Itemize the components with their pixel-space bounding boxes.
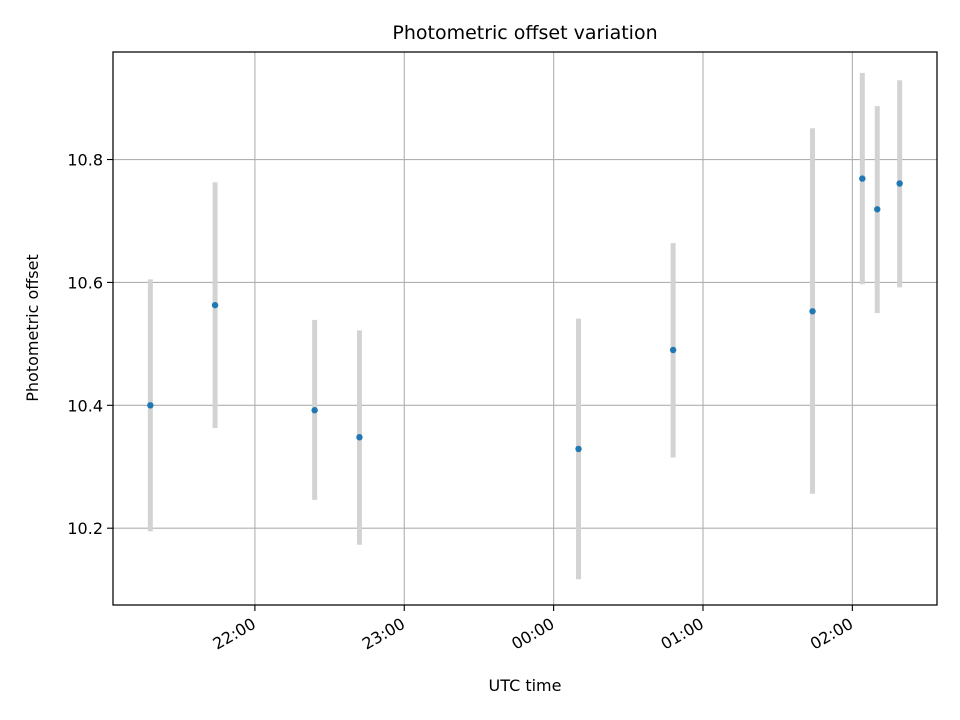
y-tick-label: 10.4 (67, 396, 103, 415)
y-tick-label: 10.8 (67, 151, 103, 170)
chart-title: Photometric offset variation (392, 22, 657, 44)
data-point (311, 407, 318, 414)
y-axis-label: Photometric offset (23, 254, 42, 402)
x-axis-label: UTC time (489, 676, 562, 695)
data-point (575, 445, 582, 453)
plot-area-frame (112, 51, 938, 606)
data-points (147, 175, 903, 453)
y-axis-ticks: 10.2 10.4 10.6 10.8 (67, 151, 113, 538)
y-tick-label: 10.2 (67, 519, 103, 538)
data-point (147, 402, 154, 409)
y-tick-label: 10.6 (67, 273, 103, 292)
data-point (874, 206, 881, 213)
data-point (211, 301, 219, 309)
data-point (896, 180, 903, 187)
data-point (669, 346, 677, 354)
data-point (356, 434, 363, 441)
grid (113, 52, 937, 605)
data-point (859, 175, 866, 182)
data-point (809, 308, 816, 315)
